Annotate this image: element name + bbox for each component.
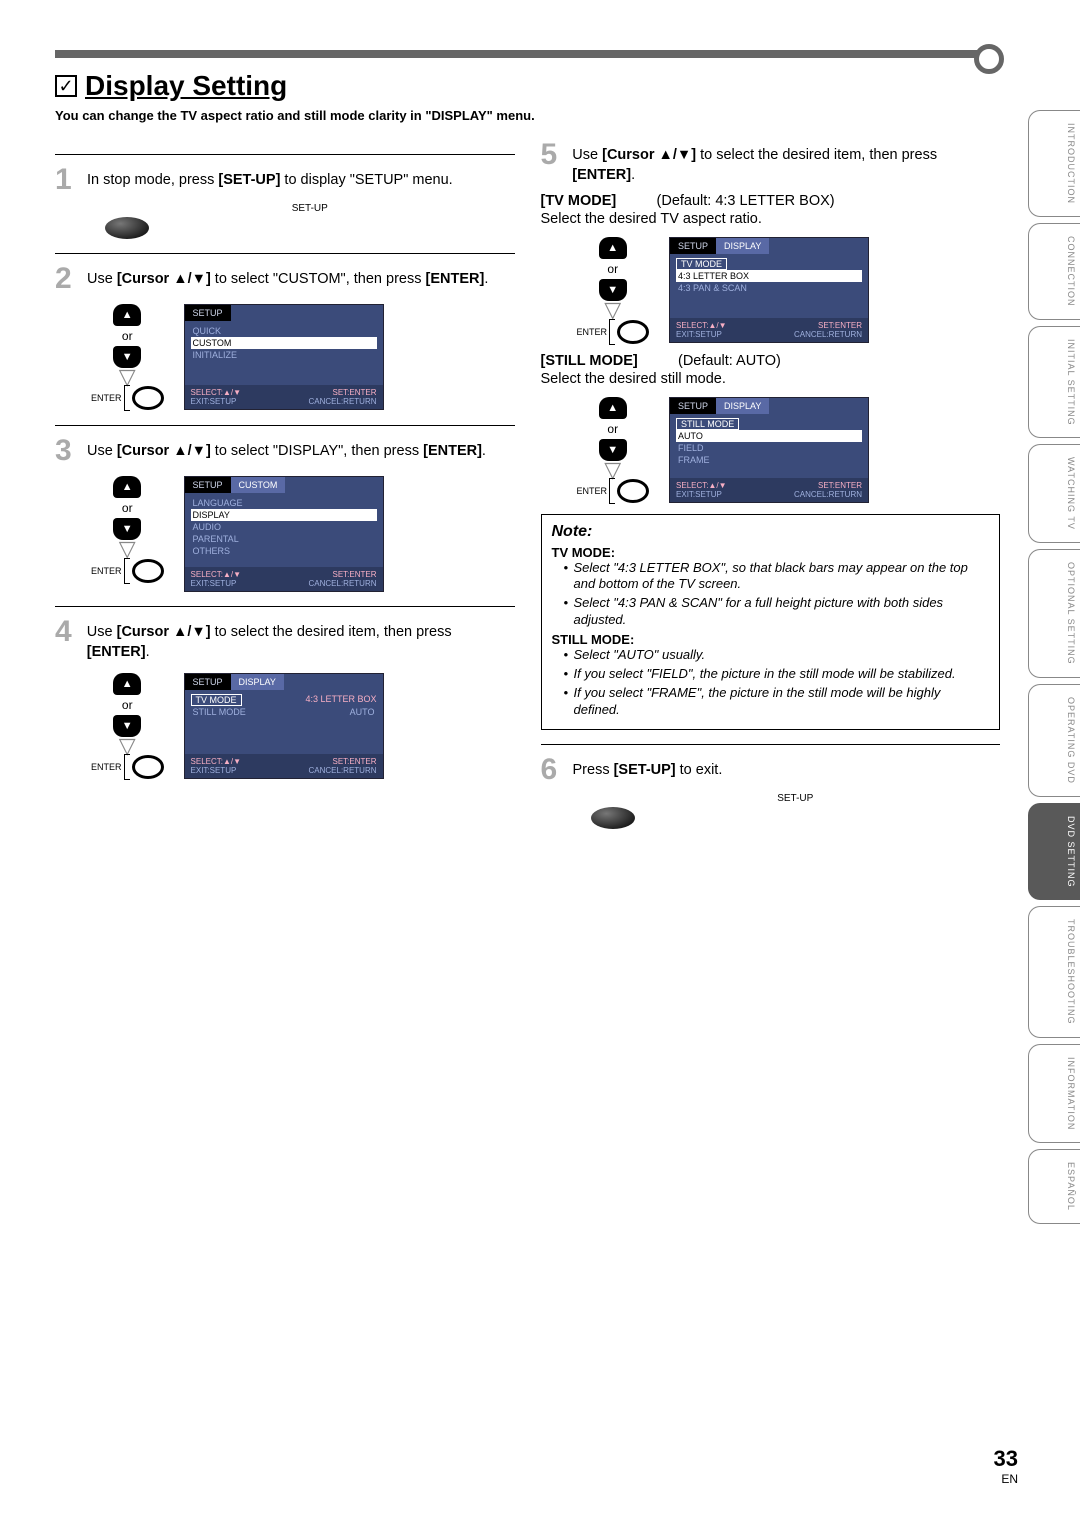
note-item: Select "4:3 LETTER BOX", so that black b… xyxy=(564,560,990,593)
note-item: Select "4:3 PAN & SCAN" for a full heigh… xyxy=(564,595,990,628)
osd-step3: SETUPCUSTOM LANGUAGE DISPLAY AUDIO PAREN… xyxy=(184,476,384,592)
side-tab: INFORMATION xyxy=(1028,1044,1080,1143)
side-tab: INTRODUCTION xyxy=(1028,110,1080,217)
cursor-control-graphic: ▲or▼ ▽ ENTER xyxy=(577,237,650,344)
step-number: 4 xyxy=(55,617,77,662)
cursor-control-graphic: ▲or▼ ▽ ENTER xyxy=(577,397,650,504)
setup-button-graphic: SET-UP xyxy=(591,793,1001,829)
header-rule xyxy=(55,50,1000,58)
step-1-text: In stop mode, press [SET-UP] to display … xyxy=(87,165,453,195)
side-tab: WATCHING TV xyxy=(1028,444,1080,543)
side-tab: OPERATING DVD xyxy=(1028,684,1080,797)
step-number: 6 xyxy=(541,755,563,785)
step-number: 5 xyxy=(541,140,563,185)
note-item: If you select "FIELD", the picture in th… xyxy=(564,666,990,682)
tvmode-heading: [TV MODE] (Default: 4:3 LETTER BOX) xyxy=(541,193,1001,209)
step-5-text: Use [Cursor ▲/▼] to select the desired i… xyxy=(572,140,1000,185)
cursor-control-graphic: ▲ or ▼ ▽ ENTER xyxy=(91,304,164,411)
step-6-text: Press [SET-UP] to exit. xyxy=(573,755,723,785)
side-tab: DVD SETTING xyxy=(1028,803,1080,901)
page-title: Display Setting xyxy=(85,70,287,102)
setup-button-graphic: SET-UP xyxy=(105,203,515,239)
cursor-control-graphic: ▲or▼ ▽ ENTER xyxy=(91,476,164,583)
step-2-text: Use [Cursor ▲/▼] to select "CUSTOM", the… xyxy=(87,264,488,294)
side-tab: ESPAÑOL xyxy=(1028,1149,1080,1224)
osd-step4: SETUPDISPLAY TV MODE4:3 LETTER BOX STILL… xyxy=(184,673,384,779)
osd-stillmode: SETUPDISPLAY STILL MODE AUTO FIELD FRAME… xyxy=(669,397,869,503)
note-box: Note: TV MODE: Select "4:3 LETTER BOX", … xyxy=(541,514,1001,730)
side-tabs: INTRODUCTION CONNECTION INITIAL SETTINGWAT… xyxy=(1028,50,1080,1224)
stillmode-heading: [STILL MODE] (Default: AUTO) xyxy=(541,353,1001,369)
step-4-text: Use [Cursor ▲/▼] to select the desired i… xyxy=(87,617,515,662)
check-icon: ✓ xyxy=(55,75,77,97)
note-item: If you select "FRAME", the picture in th… xyxy=(564,685,990,718)
intro-text: You can change the TV aspect ratio and s… xyxy=(55,108,1000,124)
step-3-text: Use [Cursor ▲/▼] to select "DISPLAY", th… xyxy=(87,436,486,466)
page-number: 33 EN xyxy=(994,1446,1018,1486)
side-tab: TROUBLESHOOTING xyxy=(1028,906,1080,1038)
side-tab: OPTIONAL SETTING xyxy=(1028,549,1080,678)
cursor-control-graphic: ▲or▼ ▽ ENTER xyxy=(91,673,164,780)
side-tab: CONNECTION xyxy=(1028,223,1080,320)
step-number: 2 xyxy=(55,264,77,294)
osd-tvmode: SETUPDISPLAY TV MODE 4:3 LETTER BOX 4:3 … xyxy=(669,237,869,343)
tvmode-desc: Select the desired TV aspect ratio. xyxy=(541,211,1001,227)
step-number: 3 xyxy=(55,436,77,466)
osd-step2: SETUP QUICK CUSTOM INITIALIZE SELECT:▲/▼… xyxy=(184,304,384,410)
step-number: 1 xyxy=(55,165,77,195)
stillmode-desc: Select the desired still mode. xyxy=(541,371,1001,387)
side-tab: INITIAL SETTING xyxy=(1028,326,1080,439)
note-item: Select "AUTO" usually. xyxy=(564,647,990,663)
